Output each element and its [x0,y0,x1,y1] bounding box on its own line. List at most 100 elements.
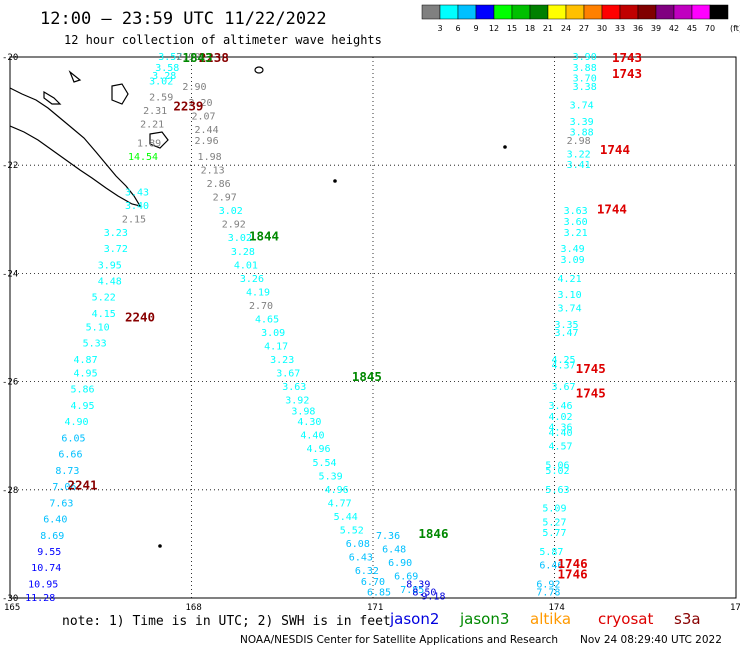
wave-height-value: 5.10 [86,323,110,334]
wave-height-value: 4.40 [548,428,572,439]
pass-time-label: 1844 [249,229,279,244]
scale-swatch [655,4,675,20]
legend-altika: altika [530,610,571,628]
y-tick-label: -28 [2,486,18,496]
y-tick-label: -20 [2,53,18,63]
y-tick-label: -22 [2,161,18,171]
wave-height-value: 2.31 [143,106,167,117]
wave-height-value: 3.22 [567,149,591,160]
wave-height-value: 4.21 [558,274,582,285]
footer-credit: NOAA/NESDIS Center for Satellite Applica… [240,634,558,646]
scale-swatch [511,4,531,20]
wave-height-value: 3.41 [567,160,591,171]
wave-height-value: 4.17 [264,341,288,352]
pass-time-label: 2239 [173,99,203,114]
wave-height-value: 3.90 [573,52,597,63]
wave-height-value: 4.95 [74,368,98,379]
wave-height-value: 7.78 [536,588,560,599]
scale-label: 36 [633,24,643,33]
scale-label: 39 [651,24,661,33]
scale-label: 70 [705,24,715,33]
wave-height-value: 4.57 [548,442,572,453]
scale-swatch [439,4,459,20]
wave-height-value: 1.98 [198,152,222,163]
scale-label: 15 [507,24,517,33]
wave-height-value: 2.20 [188,98,212,109]
scale-label: 21 [543,24,553,33]
scale-label: 30 [597,24,607,33]
wave-height-value: 2.59 [149,93,173,104]
scale-swatch [547,4,567,20]
wave-height-value: 3.74 [570,101,594,112]
wave-height-value: 7.63 [49,498,73,509]
wave-height-value: 3.95 [98,260,122,271]
wave-height-value: 5.02 [545,466,569,477]
wave-height-value: 3.23 [270,355,294,366]
lifou-outline [149,131,169,149]
x-tick-label: 177 [730,603,740,613]
scale-label: 18 [525,24,535,33]
scale-label: 24 [561,24,571,33]
wave-height-value: 3.28 [152,71,176,82]
wave-height-value: 3.74 [558,304,582,315]
wave-height-value: 2.98 [567,136,591,147]
wave-height-value: 5.54 [313,458,337,469]
map-area: 165168171174177-20-22-24-26-28-30 3.573.… [2,50,740,613]
wave-height-value: 5.77 [542,528,566,539]
wave-height-value: 4.90 [64,417,88,428]
scale-label: 9 [473,24,478,33]
wave-height-value: 4.37 [551,360,575,371]
scale-label: 33 [615,24,625,33]
wave-height-value: 4.96 [306,444,330,455]
wave-height-value: 1.89 [137,139,161,150]
wave-height-value: 2.97 [213,193,237,204]
wave-height-value: 3.02 [219,206,243,217]
pass-time-label: 1745 [576,361,606,376]
wave-height-value: 6.92 [536,579,560,590]
wave-height-value: 4.30 [297,417,321,428]
scale-label: 27 [579,24,589,33]
wave-height-value: 3.47 [555,328,579,339]
wave-height-value: 2.44 [195,125,219,136]
wave-height-points: 3.573.583.283.022.592.312.211.8914.543.4… [25,52,597,604]
wave-height-value: 4.40 [300,431,324,442]
pass-time-label: 1744 [597,201,627,216]
wave-height-value: 4.95 [71,401,95,412]
wave-height-value: 3.88 [573,63,597,74]
wave-height-value: 4.48 [98,277,122,288]
scale-label: 3 [437,24,442,33]
pass-time-label: 2238 [199,50,229,65]
wave-height-value: 5.27 [542,517,566,528]
wave-height-value: 3.67 [276,368,300,379]
y-tick-label: -24 [2,269,18,279]
wave-height-value: 5.86 [71,385,95,396]
wave-height-value: 9.55 [37,547,61,558]
scale-swatch [709,4,729,20]
x-tick-label: 174 [549,603,565,613]
wave-height-value: 3.63 [564,206,588,217]
wave-height-value: 4.36 [548,423,572,434]
wave-height-value: 4.87 [74,355,98,366]
legend-s3a: s3a [674,610,701,628]
wave-height-value: 2.21 [140,120,164,131]
grid-lines [10,57,736,598]
wave-height-value: 3.88 [570,128,594,139]
wave-height-value: 3.70 [573,74,597,85]
wave-height-value: 5.39 [319,471,343,482]
wave-height-value: 3.58 [155,63,179,74]
wave-height-value: 3.21 [564,228,588,239]
wave-height-value: 9.18 [421,591,445,602]
pass-time-label: 1743 [612,66,642,81]
wave-height-value: 2.86 [207,179,231,190]
wave-height-value: 4.77 [328,498,352,509]
y-tick-label: -30 [2,594,18,604]
wave-height-value: 4.25 [551,355,575,366]
wave-height-value: 4.01 [234,260,258,271]
wave-height-value: 3.43 [125,187,149,198]
legend-jason2: jason2 [389,610,439,628]
pass-time-label: 1745 [576,385,606,400]
pass-time-label: 1845 [352,369,382,384]
islet-dot [158,544,162,548]
